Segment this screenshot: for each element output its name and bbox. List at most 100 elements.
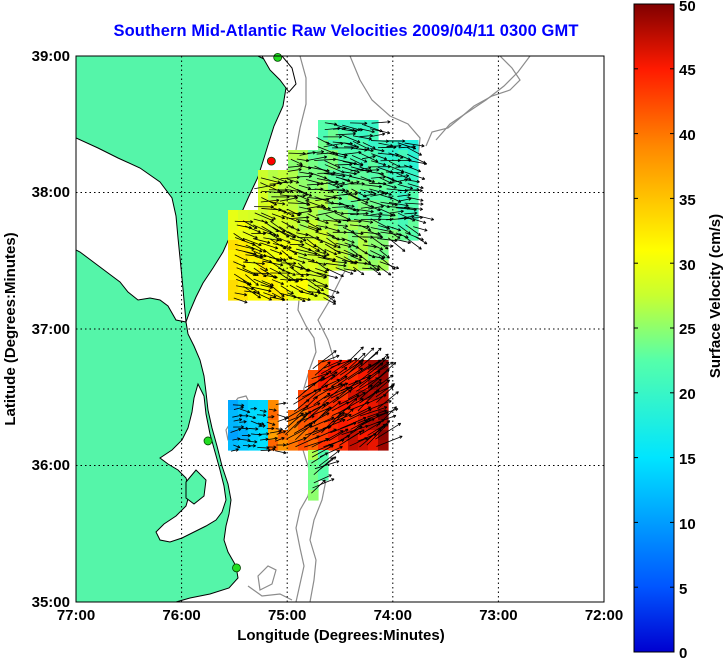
velocity-arrow <box>323 386 349 399</box>
velocity-arrow <box>234 292 248 297</box>
velocity-cell <box>268 410 279 421</box>
velocity-cell <box>228 260 239 271</box>
velocity-arrow <box>376 386 394 403</box>
velocity-arrow <box>252 238 271 244</box>
velocity-cell <box>258 190 269 201</box>
velocity-cell <box>338 160 349 171</box>
velocity-arrow <box>257 432 270 436</box>
velocity-cell <box>358 170 369 181</box>
colorbar-tick-label: 20 <box>679 386 696 403</box>
velocity-arrow <box>254 212 274 222</box>
velocity-arrow <box>414 214 435 221</box>
velocity-arrow <box>266 426 275 431</box>
velocity-cell <box>308 260 319 271</box>
velocity-cell <box>228 220 239 231</box>
velocity-arrow <box>331 375 348 387</box>
velocity-cell <box>308 370 319 381</box>
velocity-arrow <box>303 403 326 423</box>
velocity-arrow <box>315 268 328 274</box>
velocity-arrow <box>321 362 341 375</box>
velocity-arrow <box>333 224 349 228</box>
velocity-cell <box>358 260 369 271</box>
velocity-arrow <box>330 359 352 375</box>
velocity-arrow <box>397 193 411 197</box>
velocity-arrow <box>314 244 327 254</box>
velocity-cell <box>318 230 329 241</box>
velocity-arrow <box>359 406 388 417</box>
velocity-cell <box>288 250 299 261</box>
velocity-cell <box>348 420 359 431</box>
velocity-arrow <box>403 164 422 173</box>
velocity-cell <box>318 290 329 301</box>
velocity-arrow <box>323 141 344 148</box>
velocity-arrow <box>285 437 307 446</box>
velocity-cell <box>338 200 349 211</box>
shore-stations <box>203 52 283 573</box>
velocity-arrow <box>270 249 283 255</box>
velocity-cell <box>368 130 379 141</box>
velocity-cell <box>358 140 369 151</box>
velocity-arrow <box>375 422 402 440</box>
velocity-arrow <box>413 226 428 232</box>
velocity-cell <box>288 240 299 251</box>
velocity-cell <box>288 410 299 421</box>
velocity-cell <box>358 230 369 241</box>
velocity-arrow <box>281 261 297 266</box>
velocity-arrow <box>312 350 337 370</box>
velocity-arrow <box>404 211 418 215</box>
velocity-arrow <box>349 437 368 447</box>
velocity-cell <box>258 200 269 211</box>
velocity-arrow <box>324 195 343 200</box>
velocity-cell <box>398 220 409 231</box>
velocity-cell <box>318 470 329 481</box>
velocity-arrow <box>386 144 402 148</box>
velocity-arrow <box>341 166 360 174</box>
velocity-arrow <box>322 256 337 262</box>
y-tick-labels: 39:00 38:00 37:00 36:00 35:00 <box>32 48 70 611</box>
velocity-arrow <box>366 423 389 446</box>
velocity-arrow <box>278 230 296 239</box>
velocity-arrow <box>323 383 346 404</box>
velocity-arrow <box>279 196 299 202</box>
velocity-cell <box>398 230 409 241</box>
velocity-cell <box>358 220 369 231</box>
velocity-arrow <box>323 286 340 294</box>
velocity-cell <box>258 210 269 221</box>
velocity-arrow <box>379 249 390 259</box>
velocity-cell <box>378 360 389 371</box>
velocity-arrow <box>252 271 270 276</box>
velocity-arrow <box>270 201 286 206</box>
velocity-arrow <box>260 284 274 289</box>
velocity-arrow <box>323 297 337 305</box>
velocity-cell <box>278 170 289 181</box>
velocity-cell <box>278 250 289 261</box>
velocity-cell <box>328 200 339 211</box>
velocity-cell <box>368 170 379 181</box>
velocity-arrow <box>248 427 259 431</box>
velocity-arrow <box>413 218 427 224</box>
velocity-cell <box>298 190 309 201</box>
velocity-cell <box>228 290 239 301</box>
velocity-arrow <box>367 353 389 373</box>
velocity-cell <box>318 130 329 141</box>
velocity-cell <box>288 170 299 181</box>
velocity-cell <box>378 410 389 421</box>
velocity-cell <box>308 160 319 171</box>
velocity-arrow <box>368 204 384 210</box>
velocity-cell <box>338 430 349 441</box>
velocity-cell <box>298 440 309 451</box>
velocity-arrow <box>295 382 316 400</box>
velocity-arrow <box>379 261 400 270</box>
velocity-cell <box>398 170 409 181</box>
velocity-cell <box>328 190 339 201</box>
velocity-arrow <box>328 412 345 428</box>
velocity-cell <box>308 210 319 221</box>
velocity-arrow <box>371 153 388 161</box>
velocity-cell <box>348 260 359 271</box>
velocity-cell <box>308 180 319 191</box>
velocity-cell <box>268 220 279 231</box>
velocity-arrow <box>248 440 258 444</box>
velocity-cell <box>378 390 389 401</box>
velocity-arrow <box>295 435 320 448</box>
velocity-arrow <box>341 357 358 369</box>
